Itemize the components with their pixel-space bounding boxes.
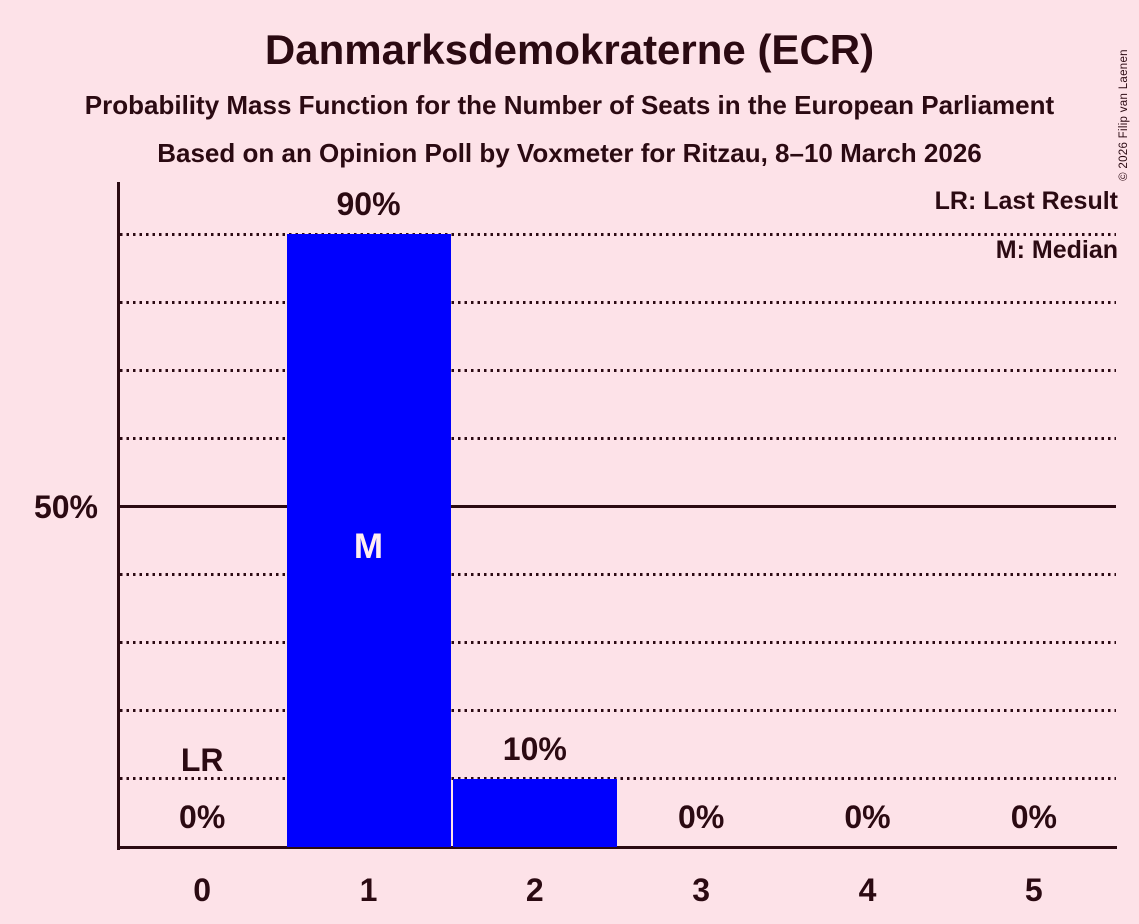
gridline-20pct: [120, 709, 1116, 713]
bar-value-label-3: 0%: [678, 799, 725, 835]
gridline-90pct: [120, 232, 1116, 236]
chart-source-line: Based on an Opinion Poll by Voxmeter for…: [157, 138, 982, 168]
gridline-40pct: [120, 573, 1116, 577]
y-axis-line: [117, 182, 120, 850]
bar-seats-2: [452, 778, 617, 847]
copyright-text: © 2026 Filip van Laenen: [1118, 49, 1130, 181]
x-tick-label-4: 4: [858, 872, 877, 908]
bar-value-label-5: 0%: [1010, 799, 1057, 835]
gridline-70pct: [120, 368, 1116, 372]
bar-seats-1: [286, 234, 451, 847]
x-tick-label-2: 2: [525, 872, 544, 908]
x-tick-label-5: 5: [1024, 872, 1043, 908]
y-tick-label: 50%: [33, 489, 98, 525]
x-tick-label-1: 1: [359, 872, 378, 908]
bar-value-label-4: 0%: [844, 799, 891, 835]
last-result-marker: LR: [180, 742, 224, 778]
bar-value-label-0: 0%: [179, 799, 226, 835]
plot-area: 0% 90% 10% 0% 0% 0% LR M: [117, 182, 1117, 850]
legend-median-label: M: Median: [995, 236, 1118, 264]
x-axis-line: [117, 846, 1117, 849]
chart-title: Danmarksdemokraterne (ECR): [264, 26, 875, 73]
bar-value-label-2: 10%: [502, 730, 567, 767]
x-tick-label-3: 3: [692, 872, 711, 908]
legend-last-result-label: LR: Last Result: [934, 187, 1118, 215]
chart-subtitle: Probability Mass Function for the Number…: [84, 90, 1055, 120]
gridline-60pct: [120, 436, 1116, 440]
gridline-30pct: [120, 641, 1116, 645]
gridline-80pct: [120, 300, 1116, 304]
bar-value-label-1: 90%: [336, 186, 401, 223]
median-marker: M: [353, 526, 384, 566]
major-gridline-50pct: [120, 505, 1116, 508]
x-tick-label-0: 0: [193, 872, 212, 908]
gridline-10pct: [120, 777, 1116, 781]
